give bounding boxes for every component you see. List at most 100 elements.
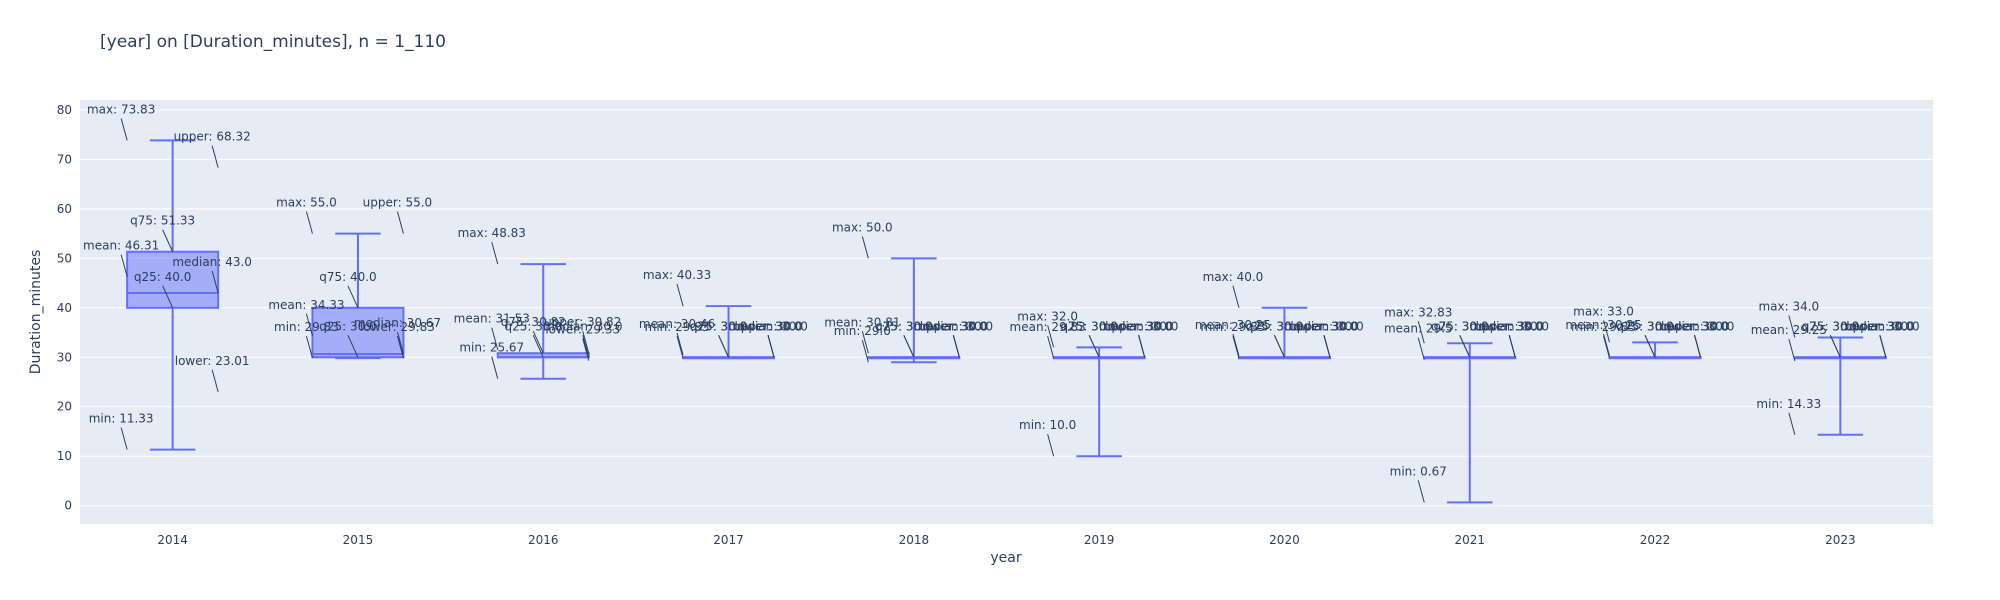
q25-annotation-label: q25: 30.0	[319, 319, 376, 333]
y-tick-label: 0	[64, 499, 72, 513]
lower-annotation-arrow	[1508, 335, 1516, 358]
mean-annotation-label: mean: 30.81	[824, 315, 900, 329]
min-annotation-arrow	[491, 356, 499, 379]
box-2015	[311, 232, 405, 360]
lower-annotation-arrow	[1138, 335, 1146, 358]
min-annotation-label: min: 10.0	[1019, 418, 1076, 432]
lower-annotation-arrow	[211, 369, 219, 392]
min-annotation-arrow	[1232, 335, 1240, 359]
upper-annotation-label: upper: 30.0	[919, 319, 989, 333]
mean-annotation-label: mean: 34.33	[268, 298, 344, 312]
y-tick-label: 20	[57, 400, 72, 414]
min-annotation-label: min: 29.83	[274, 320, 339, 334]
x-tick-label: 2023	[1825, 533, 1856, 547]
x-tick-label: 2021	[1454, 533, 1485, 547]
max-annotation-label: max: 73.83	[87, 102, 155, 116]
mean-annotation-label: mean: 29.5	[1384, 322, 1453, 336]
min-annotation-arrow	[305, 335, 313, 359]
upper-annotation-arrow	[211, 145, 219, 168]
upper-annotation-label: upper: 30.82	[544, 315, 621, 329]
q75-annotation-label: q75: 30.0	[1431, 319, 1488, 333]
min-annotation-label: min: 11.33	[89, 412, 154, 426]
mean-annotation-arrow	[1788, 338, 1796, 362]
lower-annotation-label: lower: 29.83	[360, 320, 435, 334]
q25-annotation-label: q25: 40.0	[134, 270, 191, 284]
x-tick-label: 2015	[343, 533, 374, 547]
lower-annotation-arrow	[582, 338, 590, 361]
median-annotation-arrow	[211, 270, 219, 294]
mean-annotation-label: mean: 30.25	[1195, 318, 1271, 332]
median-annotation-label: median: 30.67	[354, 316, 441, 330]
q75-annotation-label: q75: 30.0	[1246, 319, 1303, 333]
x-tick-labels: 2014 2015 2016 2017 2018 2019 2020 2021 2022 2023	[157, 533, 1855, 547]
q75-annotation-label: q75: 30.0	[690, 319, 747, 333]
mean-annotation-arrow	[1603, 333, 1611, 357]
mean-annotation-label: mean: 29.25	[1751, 323, 1827, 337]
upper-annotation-label: upper: 30.0	[1845, 319, 1915, 333]
min-annotation-label: min: 29.83	[645, 320, 710, 334]
q25-annotation-arrow	[718, 335, 730, 358]
max-annotation-label: max: 34.0	[1758, 299, 1819, 313]
lower-annotation-arrow	[952, 335, 960, 358]
q25-annotation-label: q25: 30.0	[1616, 319, 1673, 333]
max-annotation-arrow	[120, 118, 128, 141]
mean-annotation-label: mean: 46.31	[83, 239, 159, 253]
annotations: max: 73.83 upper: 68.32 q75: 51.33 mean: 46…	[83, 102, 1920, 503]
q25-annotation-arrow	[1829, 335, 1841, 358]
upper-annotation-arrow	[396, 211, 404, 234]
max-annotation-label: max: 48.83	[458, 226, 526, 240]
y-tick-label: 40	[57, 301, 72, 315]
min-annotation-label: min: 29.83	[1571, 320, 1636, 334]
mean-annotation-arrow	[491, 327, 499, 350]
q25-annotation-arrow	[1644, 335, 1656, 358]
min-annotation-arrow	[676, 335, 684, 359]
max-annotation-arrow	[1232, 285, 1240, 308]
q25-annotation-label: q25: 30.0	[1060, 319, 1117, 333]
min-annotation-arrow	[1603, 335, 1611, 359]
lower-annotation-arrow	[396, 335, 404, 359]
lower-annotation-label: lower: 29.33	[545, 323, 620, 337]
min-annotation-label: min: 0.67	[1390, 464, 1447, 478]
x-tick-label: 2017	[713, 533, 744, 547]
max-annotation-arrow	[676, 284, 684, 307]
upper-annotation-label: upper: 30.0	[1474, 319, 1544, 333]
x-tick-label: 2020	[1269, 533, 1300, 547]
q25-annotation-arrow	[1273, 335, 1285, 358]
x-tick-label: 2018	[899, 533, 930, 547]
max-annotation-arrow	[1047, 325, 1055, 348]
q75-annotation-label: q75: 30.0	[1802, 319, 1859, 333]
max-annotation-arrow	[861, 236, 869, 259]
upper-annotation-label: upper: 55.0	[363, 196, 433, 210]
median-annotation-label: median: 43.0	[172, 255, 252, 269]
max-annotation-label: max: 50.0	[832, 220, 893, 234]
q25-annotation-arrow	[162, 285, 174, 309]
q25-annotation-arrow	[532, 335, 544, 358]
y-tick-label: 10	[57, 449, 72, 463]
upper-annotation-label: upper: 30.0	[1104, 319, 1174, 333]
max-annotation-label: max: 33.0	[1573, 304, 1634, 318]
q75-annotation-label: q75: 40.0	[319, 270, 376, 284]
q25-annotation-label: q25: 30.0	[690, 319, 747, 333]
upper-annotation-label: upper: 30.0	[1660, 319, 1730, 333]
min-annotation-arrow	[1417, 480, 1425, 503]
x-tick-label: 2014	[157, 533, 188, 547]
median-annotation-label: median: 30.0	[1840, 319, 1920, 333]
y-tick-label: 30	[57, 350, 72, 364]
median-annotation-label: median: 30.0	[914, 319, 994, 333]
lower-annotation-label: lower: 30.0	[1661, 319, 1728, 333]
lower-annotation-label: lower: 30.0	[920, 319, 987, 333]
max-annotation-label: max: 55.0	[276, 196, 337, 210]
q25-annotation-arrow	[903, 335, 915, 358]
mean-annotation-arrow	[1047, 335, 1055, 359]
max-annotation-arrow	[491, 241, 499, 265]
q75-annotation-label: q75: 30.0	[1616, 319, 1673, 333]
q25-annotation-label: q25: 30.0	[875, 319, 932, 333]
y-tick-labels: 0 10 20 30 40 50 60 70 80	[57, 103, 72, 513]
mean-annotation-arrow	[120, 254, 128, 277]
chart-title: [year] on [Duration_minutes], n = 1_110	[100, 32, 446, 52]
upper-annotation-label: upper: 30.0	[733, 319, 803, 333]
lower-annotation-arrow	[1323, 335, 1331, 358]
min-annotation-label: min: 29.83	[1201, 320, 1266, 334]
x-tick-label: 2022	[1640, 533, 1671, 547]
